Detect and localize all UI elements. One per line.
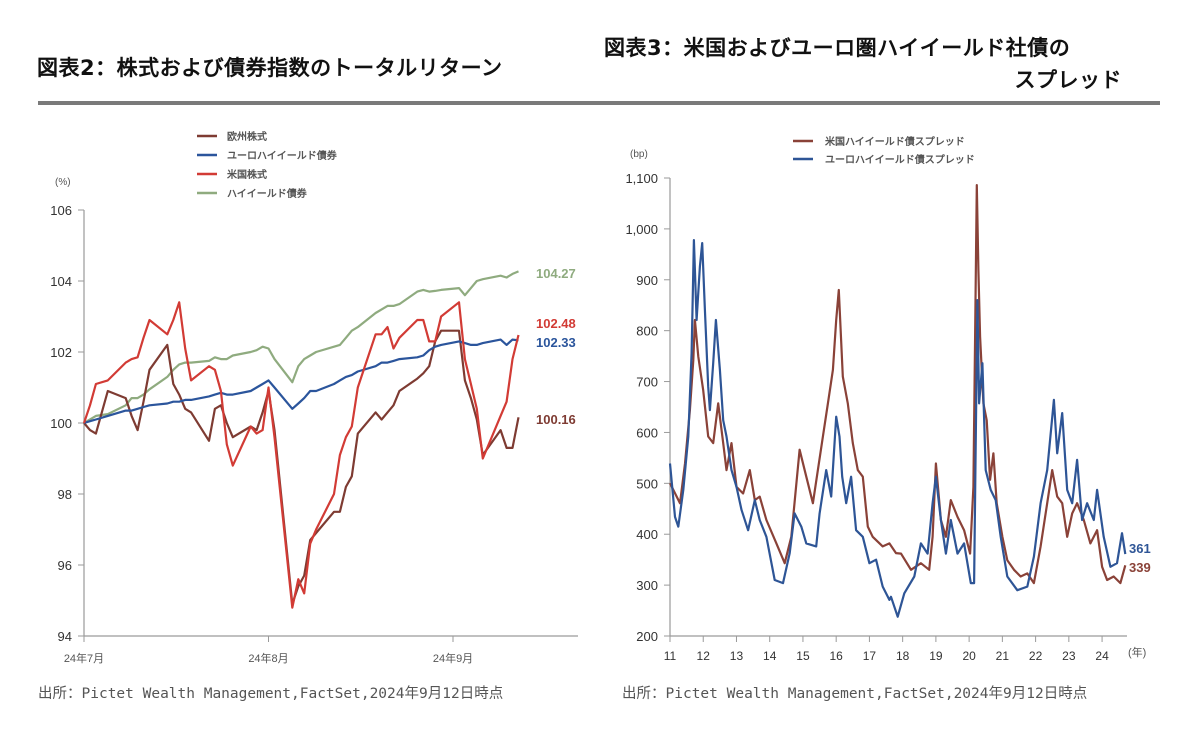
y-tick-label: 800 bbox=[636, 324, 658, 339]
series-line bbox=[668, 239, 1127, 618]
end-value-label: 361 bbox=[1129, 541, 1151, 556]
legend-label: ハイイールド債券 bbox=[227, 187, 308, 200]
legend-item: ユーロハイイールド債スプレッド bbox=[793, 153, 975, 166]
y-axis-unit: (%) bbox=[55, 177, 71, 188]
y-tick-label: 700 bbox=[636, 375, 658, 390]
y-tick-label: 900 bbox=[636, 273, 658, 288]
y-tick-label: 96 bbox=[58, 558, 72, 573]
end-value-label: 100.16 bbox=[536, 412, 576, 427]
x-tick-label: 22 bbox=[1029, 649, 1043, 663]
y-tick-label: 1,000 bbox=[625, 222, 658, 237]
legend-label: ユーロハイイールド債スプレッド bbox=[825, 153, 975, 166]
x-tick-label: 21 bbox=[996, 649, 1010, 663]
y-tick-label: 600 bbox=[636, 425, 658, 440]
x-tick-label: 24年9月 bbox=[433, 651, 473, 665]
y-tick-label: 200 bbox=[636, 629, 658, 644]
legend-label: 米国株式 bbox=[227, 168, 267, 181]
end-value-label: 102.33 bbox=[536, 335, 576, 350]
x-tick-label: 14 bbox=[763, 649, 777, 663]
y-tick-label: 104 bbox=[50, 274, 72, 289]
series-line bbox=[669, 184, 1127, 585]
legend-item: 欧州株式 bbox=[197, 130, 267, 143]
end-value-label: 102.48 bbox=[536, 316, 576, 331]
legend-item: ユーロハイイールド債券 bbox=[197, 149, 338, 162]
y-tick-label: 94 bbox=[58, 629, 72, 644]
x-tick-label: 12 bbox=[697, 649, 711, 663]
series-line bbox=[83, 270, 519, 424]
left-source-note: 出所：Pictet Wealth Management,FactSet,2024… bbox=[38, 686, 504, 702]
y-tick-label: 102 bbox=[50, 345, 72, 360]
x-tick-label: 16 bbox=[830, 649, 844, 663]
left-chart-title: 図表2：株式および債券指数のトータルリターン bbox=[37, 56, 503, 80]
x-tick-label: 23 bbox=[1062, 649, 1076, 663]
y-tick-label: 100 bbox=[50, 416, 72, 431]
end-value-label: 104.27 bbox=[536, 266, 576, 281]
legend-label: ユーロハイイールド債券 bbox=[227, 149, 338, 162]
series-line bbox=[83, 329, 520, 606]
x-tick-label: 13 bbox=[730, 649, 744, 663]
y-tick-label: 1,100 bbox=[625, 171, 658, 186]
x-tick-label: 19 bbox=[929, 649, 943, 663]
x-tick-label: 20 bbox=[962, 649, 976, 663]
left-chart: 94 96 98 100 102 104 106 24年7月 24年8月 24年9月 (%) 欧州株式… bbox=[50, 130, 578, 665]
legend-item: 米国株式 bbox=[197, 168, 267, 181]
legend-item: ハイイールド債券 bbox=[197, 187, 308, 200]
header-divider bbox=[38, 101, 1160, 105]
legend-label: 欧州株式 bbox=[227, 130, 267, 143]
end-value-label: 339 bbox=[1129, 560, 1151, 575]
x-tick-label: 15 bbox=[796, 649, 810, 663]
x-tick-label: 24 bbox=[1095, 649, 1109, 663]
y-tick-label: 300 bbox=[636, 578, 658, 593]
x-tick-label: 24年8月 bbox=[248, 651, 288, 665]
series-line bbox=[83, 338, 519, 425]
y-tick-label: 106 bbox=[50, 203, 72, 218]
x-tick-label: 11 bbox=[664, 649, 677, 663]
y-tick-label: 98 bbox=[58, 487, 72, 502]
right-chart-title-line2: スプレッド bbox=[1014, 68, 1122, 92]
x-axis-unit: (年) bbox=[1128, 645, 1146, 659]
y-axis-unit: (bp) bbox=[630, 149, 648, 160]
y-tick-label: 400 bbox=[636, 527, 658, 542]
x-tick-label: 18 bbox=[896, 649, 910, 663]
x-tick-label: 17 bbox=[863, 649, 877, 663]
right-source-note: 出所：Pictet Wealth Management,FactSet,2024… bbox=[622, 686, 1088, 702]
legend-label: 米国ハイイールド債スプレッド bbox=[825, 135, 965, 148]
right-chart-title-line1: 図表3：米国およびユーロ圏ハイイールド社債の bbox=[604, 36, 1071, 60]
series-line bbox=[82, 301, 520, 609]
x-tick-label: 24年7月 bbox=[64, 651, 104, 665]
y-tick-label: 500 bbox=[636, 476, 658, 491]
legend-item: 米国ハイイールド債スプレッド bbox=[793, 135, 965, 148]
